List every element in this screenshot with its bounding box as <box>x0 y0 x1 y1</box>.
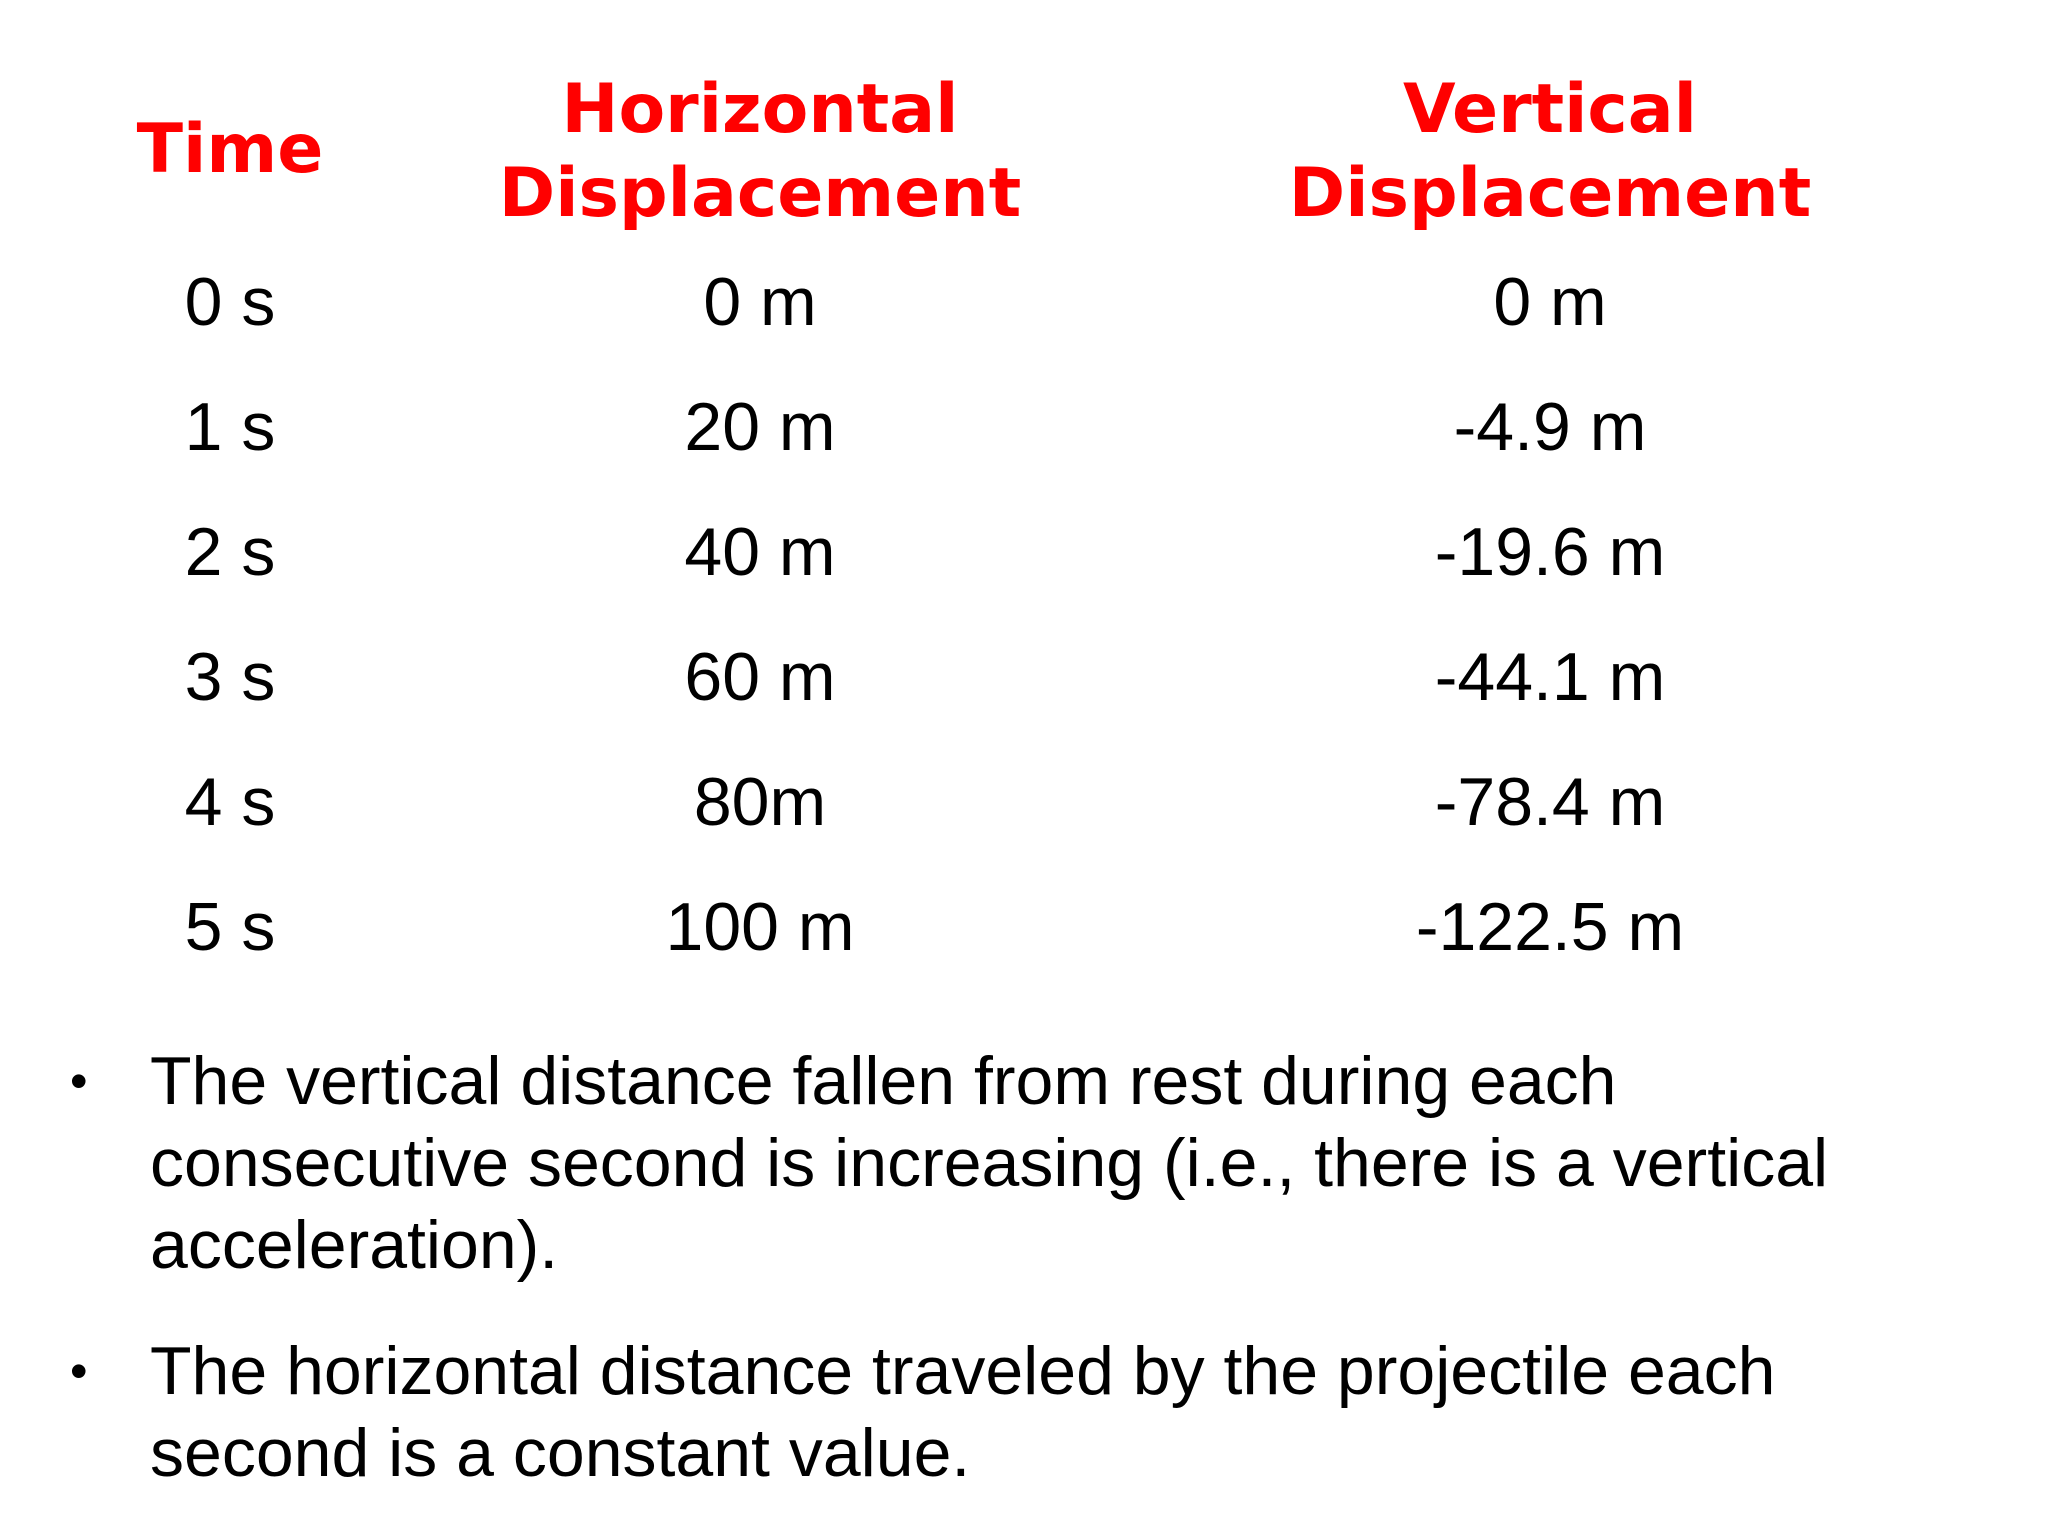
cell-horizontal: 100 m <box>665 889 855 965</box>
cell-horizontal: 0 m <box>703 264 817 340</box>
cell-vertical: -4.9 m <box>1453 389 1647 465</box>
cell-horizontal: 60 m <box>684 639 836 715</box>
header-horizontal-displacement: Horizontal Displacement <box>450 68 1070 236</box>
header-horizontal-line-2: Displacement <box>498 154 1022 233</box>
bullet-text: The horizontal distance traveled by the … <box>150 1333 1776 1491</box>
cell-vertical: -122.5 m <box>1415 889 1685 965</box>
bullet-marker: • <box>70 1053 88 1109</box>
cell-horizontal: 20 m <box>684 389 836 465</box>
cell-time: 0 s <box>184 264 276 340</box>
header-vertical-line-2: Displacement <box>1288 154 1812 233</box>
cell-time: 1 s <box>184 389 276 465</box>
bullet-text: The vertical distance fallen from rest d… <box>150 1043 1829 1283</box>
cell-vertical: 0 m <box>1493 264 1607 340</box>
cell-time: 4 s <box>184 764 276 840</box>
cell-time: 5 s <box>184 889 276 965</box>
header-vertical-displacement: Vertical Displacement <box>1240 68 1860 236</box>
cell-horizontal: 40 m <box>684 514 836 590</box>
header-vertical-line-1: Vertical <box>1403 70 1697 149</box>
cell-vertical: -44.1 m <box>1434 639 1666 715</box>
cell-time: 2 s <box>184 514 276 590</box>
cell-vertical: -78.4 m <box>1434 764 1666 840</box>
header-time: Time <box>136 110 324 189</box>
bullet-marker: • <box>70 1343 88 1399</box>
header-horizontal-line-1: Horizontal <box>561 70 959 149</box>
cell-vertical: -19.6 m <box>1434 514 1666 590</box>
cell-horizontal: 80m <box>693 764 827 840</box>
cell-time: 3 s <box>184 639 276 715</box>
